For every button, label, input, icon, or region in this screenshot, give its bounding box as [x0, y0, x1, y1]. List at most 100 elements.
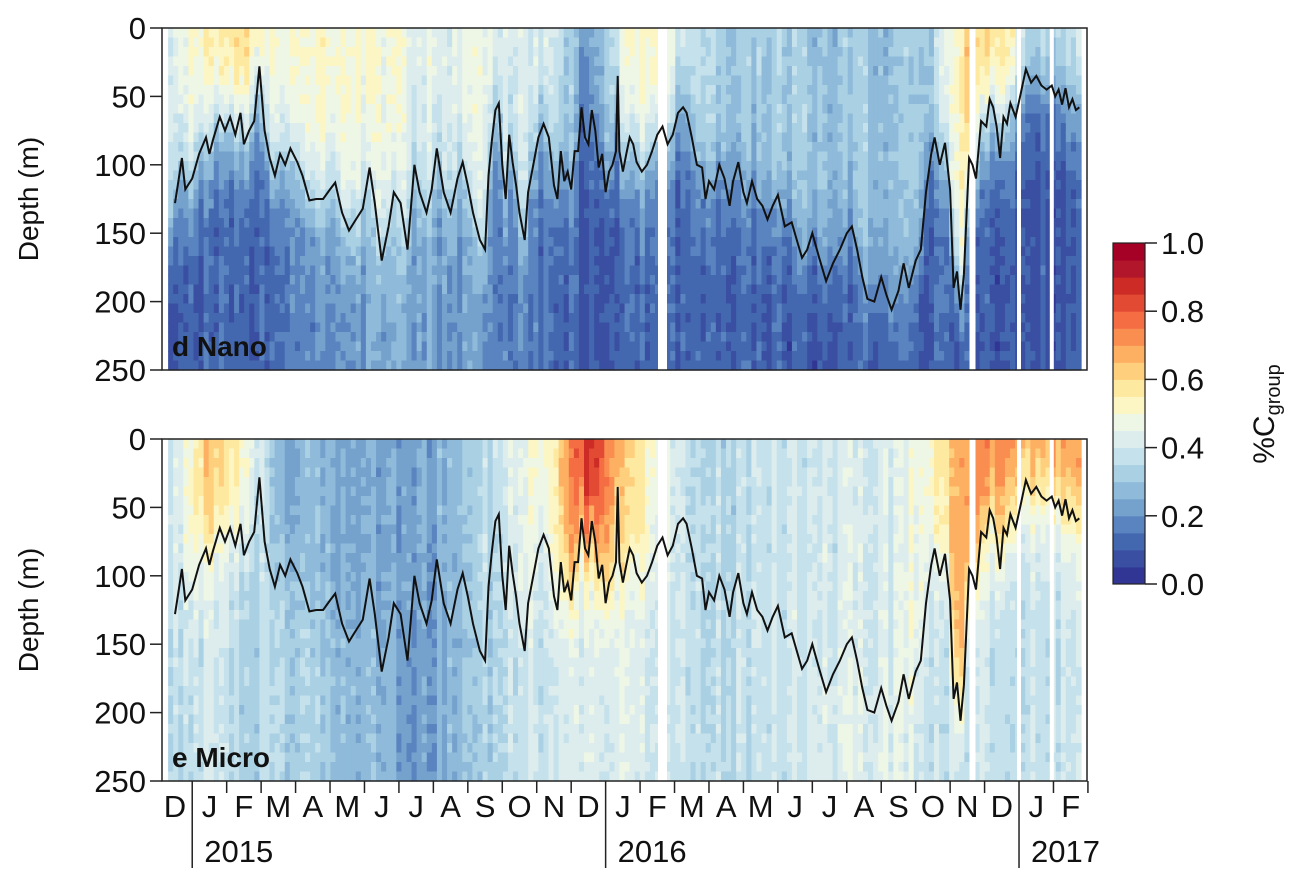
heatmap-cell [294, 28, 301, 39]
heatmap-cell [239, 66, 245, 77]
heatmap-cell [609, 180, 616, 191]
heatmap-cell [670, 113, 676, 124]
heatmap-cell [289, 265, 296, 276]
heatmap-cell [751, 322, 758, 333]
heatmap-cell [305, 132, 311, 143]
heatmap-cell [482, 322, 489, 333]
heatmap-cell [644, 284, 651, 295]
heatmap-cell [609, 351, 616, 362]
heatmap-cell [507, 28, 514, 39]
heatmap-cell [868, 208, 874, 219]
heatmap-cell [578, 142, 585, 153]
heatmap-cell [173, 218, 179, 229]
heatmap-cell [695, 199, 702, 210]
heatmap-cell [472, 199, 479, 210]
heatmap-cell [852, 28, 859, 39]
heatmap-cell [208, 189, 215, 200]
heatmap-cell [289, 161, 296, 172]
heatmap-cell [376, 180, 382, 191]
heatmap-cell [279, 208, 286, 219]
heatmap-cell [649, 161, 656, 172]
heatmap-cell [857, 85, 864, 96]
heatmap-cell [776, 142, 783, 153]
heatmap-cell [467, 246, 474, 257]
heatmap-cell [862, 123, 869, 134]
heatmap-cell [685, 132, 692, 143]
heatmap-cell [305, 28, 311, 39]
heatmap-cell [832, 256, 839, 267]
heatmap-cell [452, 85, 458, 96]
heatmap-cell [695, 351, 702, 362]
heatmap-cell [857, 180, 864, 191]
heatmap-cell [832, 47, 839, 58]
heatmap-cell [771, 161, 778, 172]
heatmap-cell [685, 332, 692, 343]
heatmap-cell [614, 256, 621, 267]
heatmap-cell [208, 151, 215, 162]
heatmap-cell [482, 56, 489, 67]
heatmap-cell [447, 351, 453, 362]
heatmap-cell [178, 218, 184, 229]
heatmap-cell [462, 37, 468, 48]
heatmap-cell [629, 66, 636, 77]
heatmap-cell [771, 66, 778, 77]
heatmap-cell [249, 332, 255, 343]
heatmap-cell [472, 332, 479, 343]
heatmap-cell [213, 351, 220, 362]
heatmap-cell [862, 351, 869, 362]
heatmap-cell [183, 104, 189, 115]
heatmap-cell [842, 218, 849, 229]
heatmap-cell [751, 303, 758, 314]
heatmap-cell [254, 275, 260, 286]
heatmap-cell [426, 123, 433, 134]
heatmap-cell [183, 47, 189, 58]
heatmap-cell [320, 151, 326, 162]
heatmap-cell [695, 132, 702, 143]
heatmap-cell [670, 85, 676, 96]
heatmap-cell [284, 256, 291, 267]
heatmap-cell [563, 37, 570, 48]
heatmap-cell [492, 332, 499, 343]
heatmap-cell [249, 104, 255, 115]
heatmap-cell [568, 199, 575, 210]
heatmap-cell [183, 180, 189, 191]
heatmap-cell [269, 151, 276, 162]
heatmap-cell [756, 227, 763, 238]
heatmap-cell [675, 104, 681, 115]
heatmap-cell [746, 56, 752, 67]
heatmap-cell [589, 199, 595, 210]
heatmap-cell [350, 56, 357, 67]
heatmap-cell [624, 75, 631, 86]
heatmap-cell [299, 256, 306, 267]
heatmap-cell [259, 322, 266, 333]
heatmap-cell [198, 237, 205, 248]
heatmap-cell [862, 237, 869, 248]
heatmap-cell [188, 123, 195, 134]
heatmap-cell [299, 37, 306, 48]
heatmap-cell [507, 180, 514, 191]
heatmap-cell [604, 208, 610, 219]
heatmap-cell [497, 170, 504, 181]
heatmap-cell [183, 227, 189, 238]
heatmap-cell [614, 284, 621, 295]
heatmap-cell [619, 237, 626, 248]
heatmap-cell [832, 237, 839, 248]
heatmap-cell [842, 199, 849, 210]
heatmap-cell [705, 275, 712, 286]
heatmap-cell [264, 28, 271, 39]
heatmap-cell [218, 189, 225, 200]
heatmap-cell [396, 322, 403, 333]
heatmap-cell [228, 237, 235, 248]
heatmap-cell [533, 123, 539, 134]
heatmap-cell [528, 56, 534, 67]
heatmap-cell [573, 56, 580, 67]
heatmap-cell [284, 360, 291, 371]
heatmap-cell [330, 341, 337, 352]
heatmap-cell [259, 303, 266, 314]
heatmap-cell [695, 151, 702, 162]
heatmap-cell [376, 66, 382, 77]
heatmap-cell [862, 37, 869, 48]
heatmap-cell [244, 256, 250, 267]
heatmap-cell [726, 332, 732, 343]
heatmap-cell [807, 75, 813, 86]
